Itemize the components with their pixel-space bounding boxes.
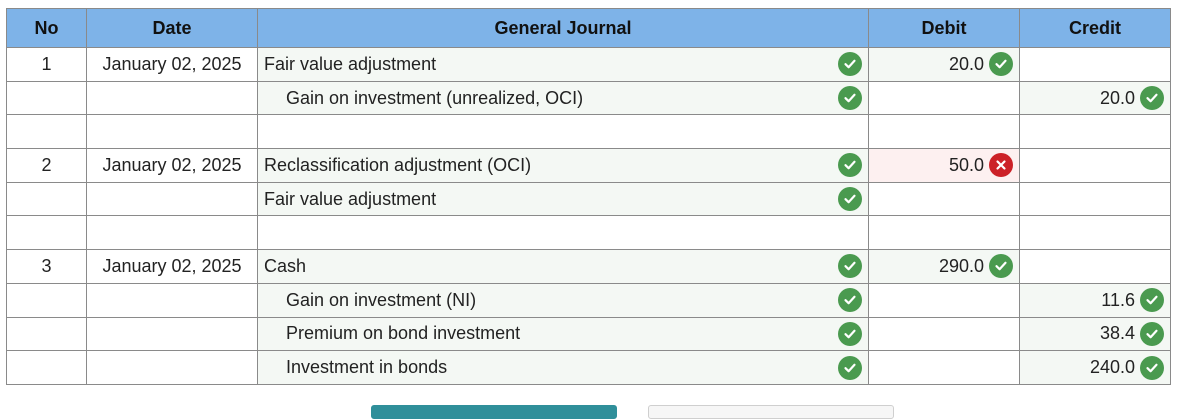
credit-cell[interactable]: 240.0 bbox=[1019, 350, 1171, 385]
check-icon bbox=[989, 52, 1013, 77]
check-icon bbox=[838, 254, 862, 279]
check-icon bbox=[1140, 288, 1164, 313]
blank-row bbox=[6, 215, 1171, 251]
entry-number bbox=[6, 350, 87, 385]
header-date: Date bbox=[86, 8, 258, 48]
check-icon bbox=[1140, 86, 1164, 111]
debit-cell[interactable]: 290.0 bbox=[868, 249, 1020, 284]
empty-cell bbox=[6, 215, 87, 251]
empty-cell bbox=[6, 114, 87, 150]
table-row: 1 January 02, 2025 Fair value adjustment… bbox=[6, 47, 1171, 82]
debit-value: 50.0 bbox=[948, 154, 984, 175]
entry-date[interactable] bbox=[86, 350, 258, 385]
entry-date[interactable] bbox=[86, 282, 258, 318]
debit-value: 20.0 bbox=[948, 53, 984, 74]
table-row: 2 January 02, 2025 Reclassification adju… bbox=[6, 148, 1171, 183]
check-icon bbox=[838, 355, 862, 380]
account-name: Premium on bond investment bbox=[286, 323, 521, 344]
entry-number bbox=[6, 316, 87, 352]
check-icon bbox=[838, 321, 862, 346]
x-icon bbox=[989, 153, 1013, 178]
header-general-journal: General Journal bbox=[257, 8, 869, 48]
header-no: No bbox=[6, 8, 87, 48]
debit-cell[interactable] bbox=[868, 181, 1020, 217]
account-name: Fair value adjustment bbox=[264, 188, 437, 209]
check-icon bbox=[838, 187, 862, 212]
credit-cell[interactable] bbox=[1019, 148, 1171, 183]
credit-cell[interactable] bbox=[1019, 249, 1171, 284]
table-row: Investment in bonds 240.0 bbox=[6, 350, 1171, 385]
entry-date[interactable]: January 02, 2025 bbox=[86, 47, 258, 82]
debit-cell[interactable]: 20.0 bbox=[868, 47, 1020, 82]
header-debit: Debit bbox=[868, 8, 1020, 48]
credit-cell[interactable]: 11.6 bbox=[1019, 282, 1171, 318]
table-row: Premium on bond investment 38.4 bbox=[6, 316, 1171, 352]
debit-cell[interactable]: 50.0 bbox=[868, 148, 1020, 183]
account-name: Investment in bonds bbox=[286, 357, 448, 378]
account-cell[interactable]: Cash bbox=[257, 249, 869, 284]
account-cell[interactable]: Fair value adjustment bbox=[257, 47, 869, 82]
entry-number: 2 bbox=[6, 148, 87, 183]
empty-cell[interactable] bbox=[86, 114, 258, 150]
account-cell[interactable]: Premium on bond investment bbox=[257, 316, 869, 352]
empty-cell[interactable] bbox=[1019, 215, 1171, 251]
entry-date[interactable] bbox=[86, 80, 258, 116]
entry-date[interactable] bbox=[86, 316, 258, 352]
empty-cell[interactable] bbox=[868, 114, 1020, 150]
account-cell[interactable]: Gain on investment (unrealized, OCI) bbox=[257, 80, 869, 116]
entry-number: 1 bbox=[6, 47, 87, 82]
check-icon bbox=[989, 254, 1013, 279]
entry-date[interactable]: January 02, 2025 bbox=[86, 249, 258, 284]
table-row: Gain on investment (unrealized, OCI) 20.… bbox=[6, 80, 1171, 116]
check-icon bbox=[838, 288, 862, 313]
header-credit: Credit bbox=[1019, 8, 1171, 48]
check-icon bbox=[838, 52, 862, 77]
entry-number bbox=[6, 80, 87, 116]
entry-number bbox=[6, 282, 87, 318]
debit-cell[interactable] bbox=[868, 316, 1020, 352]
empty-cell[interactable] bbox=[257, 114, 869, 150]
credit-value: 11.6 bbox=[1101, 289, 1135, 310]
account-cell[interactable]: Fair value adjustment bbox=[257, 181, 869, 217]
secondary-action-button[interactable] bbox=[648, 405, 894, 419]
entry-date[interactable]: January 02, 2025 bbox=[86, 148, 258, 183]
table-row: Gain on investment (NI) 11.6 bbox=[6, 282, 1171, 318]
debit-cell[interactable] bbox=[868, 350, 1020, 385]
empty-cell[interactable] bbox=[257, 215, 869, 251]
credit-cell[interactable] bbox=[1019, 47, 1171, 82]
account-cell[interactable]: Investment in bonds bbox=[257, 350, 869, 385]
entry-date[interactable] bbox=[86, 181, 258, 217]
table-row: Fair value adjustment bbox=[6, 181, 1171, 217]
debit-cell[interactable] bbox=[868, 282, 1020, 318]
credit-value: 240.0 bbox=[1089, 357, 1135, 378]
credit-cell[interactable]: 38.4 bbox=[1019, 316, 1171, 352]
check-icon bbox=[838, 153, 862, 178]
check-icon bbox=[1140, 321, 1164, 346]
account-name: Cash bbox=[264, 255, 307, 276]
blank-row bbox=[6, 114, 1171, 150]
credit-cell[interactable] bbox=[1019, 181, 1171, 217]
account-cell[interactable]: Gain on investment (NI) bbox=[257, 282, 869, 318]
debit-value: 290.0 bbox=[938, 255, 984, 276]
journal-table: No Date General Journal Debit Credit 1 J… bbox=[6, 8, 1171, 385]
check-icon bbox=[1140, 355, 1164, 380]
account-name: Gain on investment (unrealized, OCI) bbox=[286, 87, 584, 108]
account-name: Reclassification adjustment (OCI) bbox=[264, 154, 532, 175]
empty-cell[interactable] bbox=[1019, 114, 1171, 150]
entry-number bbox=[6, 181, 87, 217]
empty-cell[interactable] bbox=[86, 215, 258, 251]
credit-value: 38.4 bbox=[1099, 323, 1135, 344]
credit-cell[interactable]: 20.0 bbox=[1019, 80, 1171, 116]
table-row: 3 January 02, 2025 Cash 290.0 bbox=[6, 249, 1171, 284]
entry-number: 3 bbox=[6, 249, 87, 284]
debit-cell[interactable] bbox=[868, 80, 1020, 116]
account-cell[interactable]: Reclassification adjustment (OCI) bbox=[257, 148, 869, 183]
header-row: No Date General Journal Debit Credit bbox=[6, 8, 1171, 48]
primary-action-button[interactable] bbox=[371, 405, 617, 419]
account-name: Gain on investment (NI) bbox=[286, 289, 477, 310]
credit-value: 20.0 bbox=[1099, 87, 1135, 108]
account-name: Fair value adjustment bbox=[264, 53, 437, 74]
empty-cell[interactable] bbox=[868, 215, 1020, 251]
check-icon bbox=[838, 86, 862, 111]
